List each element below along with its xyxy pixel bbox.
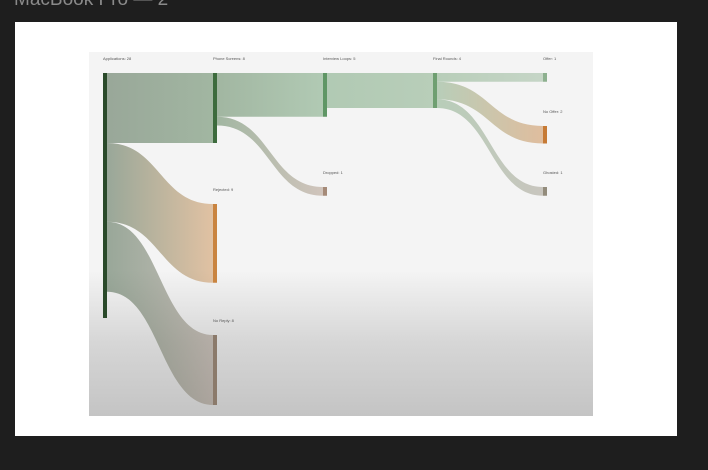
node-offer bbox=[543, 73, 547, 82]
link-applications-rejected bbox=[107, 143, 213, 283]
node-final bbox=[433, 73, 437, 108]
node-nooffer bbox=[543, 126, 547, 144]
link-phone-interview bbox=[217, 73, 323, 117]
window-title: MacBook Pro — 2 bbox=[14, 0, 168, 12]
node-label-interview: Interview Loops: 5 bbox=[323, 56, 356, 61]
node-interview bbox=[323, 73, 327, 117]
node-ghosted bbox=[543, 187, 547, 196]
node-phone bbox=[213, 73, 217, 143]
link-applications-noreply bbox=[107, 221, 213, 405]
node-label-ghosted: Ghosted: 1 bbox=[543, 170, 563, 175]
node-rejected bbox=[213, 204, 217, 283]
node-label-applications: Applications: 28 bbox=[103, 56, 132, 61]
node-applications bbox=[103, 73, 107, 318]
links-layer bbox=[107, 73, 543, 405]
artboard: Applications: 28 Phone Screens: 8 Intervie… bbox=[15, 22, 677, 436]
link-final-ghosted bbox=[437, 99, 543, 196]
node-noreply bbox=[213, 335, 217, 405]
link-final-nooffer bbox=[437, 81, 543, 144]
sankey-panel: Applications: 28 Phone Screens: 8 Intervie… bbox=[89, 52, 593, 416]
node-label-nooffer: No Offer: 2 bbox=[543, 109, 563, 114]
nodes-layer bbox=[103, 73, 547, 405]
node-label-noreply: No Reply: 8 bbox=[213, 318, 235, 323]
node-label-offer: Offer: 1 bbox=[543, 56, 557, 61]
node-label-final: Final Rounds: 4 bbox=[433, 56, 462, 61]
link-final-offer bbox=[437, 73, 543, 82]
link-interview-final bbox=[327, 73, 433, 108]
node-dropped bbox=[323, 187, 327, 196]
node-label-phone: Phone Screens: 8 bbox=[213, 56, 246, 61]
link-applications-phone bbox=[107, 73, 213, 143]
node-label-rejected: Rejected: 9 bbox=[213, 187, 234, 192]
sankey-diagram: Applications: 28 Phone Screens: 8 Intervie… bbox=[103, 56, 563, 405]
node-label-dropped: Dropped: 1 bbox=[323, 170, 344, 175]
link-phone-dropped bbox=[217, 116, 323, 196]
labels-layer: Applications: 28 Phone Screens: 8 Intervie… bbox=[103, 56, 563, 323]
